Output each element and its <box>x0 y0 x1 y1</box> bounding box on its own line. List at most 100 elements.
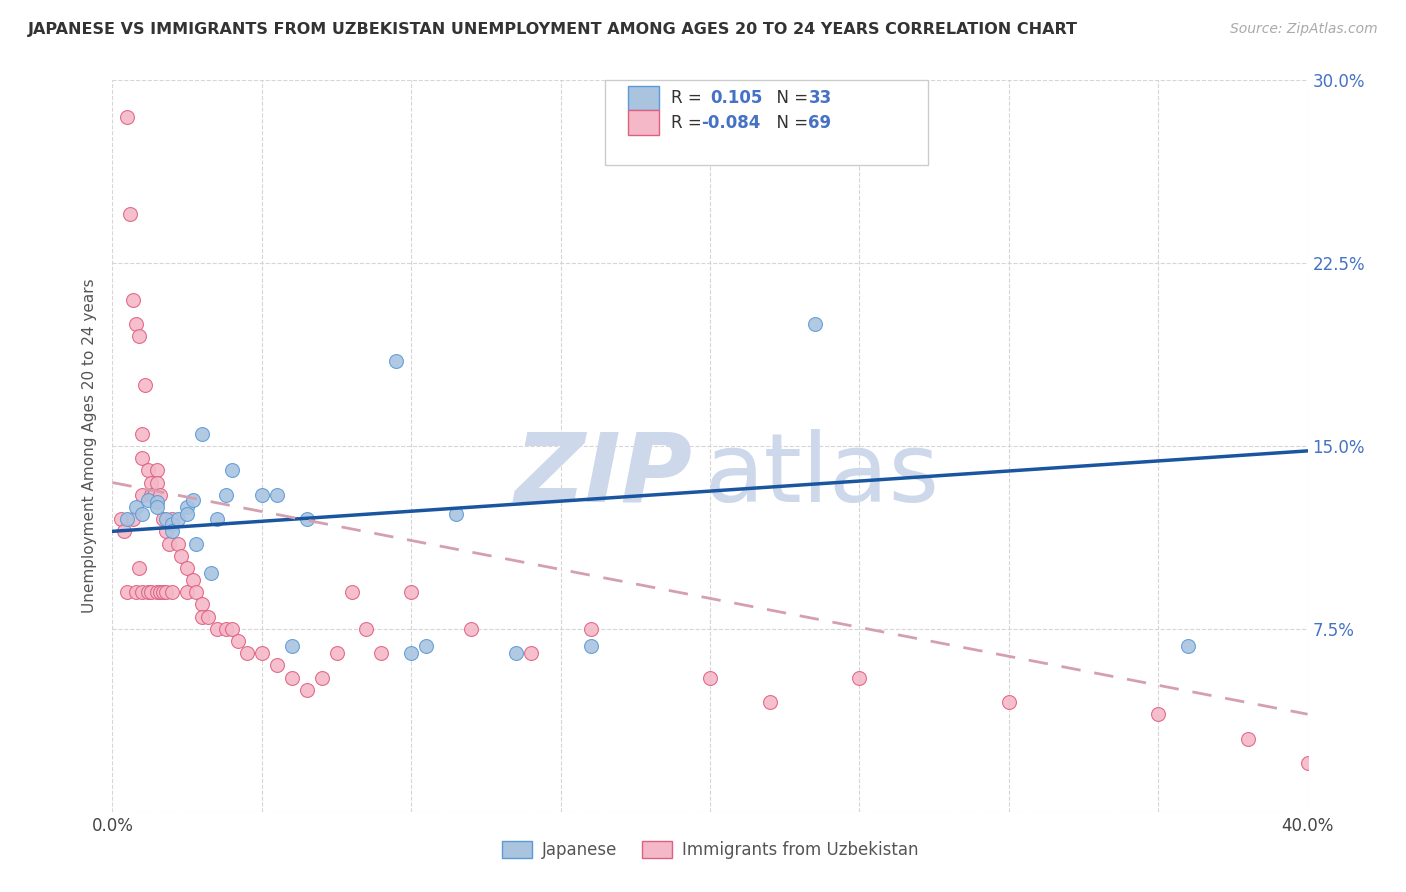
Point <box>125 317 148 331</box>
Point <box>191 609 214 624</box>
Y-axis label: Unemployment Among Ages 20 to 24 years: Unemployment Among Ages 20 to 24 years <box>82 278 97 614</box>
Point <box>226 634 249 648</box>
Point <box>134 378 156 392</box>
Point <box>114 524 135 539</box>
Text: 0.105: 0.105 <box>710 89 762 107</box>
Point <box>186 585 208 599</box>
Point <box>122 293 145 307</box>
Point <box>295 682 318 697</box>
Point <box>117 585 139 599</box>
Point <box>117 110 139 124</box>
Point <box>155 524 177 539</box>
Point <box>385 353 408 368</box>
Point <box>149 585 172 599</box>
Point <box>176 561 198 575</box>
Point <box>215 622 238 636</box>
Text: atlas: atlas <box>704 429 939 522</box>
Point <box>340 585 363 599</box>
Point <box>200 566 222 580</box>
Point <box>295 512 318 526</box>
Point <box>444 508 467 522</box>
Point <box>152 512 174 526</box>
Point <box>152 585 174 599</box>
Point <box>236 646 259 660</box>
Point <box>138 585 160 599</box>
Point <box>155 585 177 599</box>
Point <box>401 646 423 660</box>
Point <box>197 609 219 624</box>
Point <box>579 639 602 653</box>
Text: R =: R = <box>671 113 707 132</box>
Text: N =: N = <box>766 89 814 107</box>
Point <box>176 500 198 514</box>
Point <box>221 622 243 636</box>
Point <box>266 658 288 673</box>
Point <box>131 585 153 599</box>
Point <box>141 488 163 502</box>
Point <box>125 500 148 514</box>
Point <box>998 695 1021 709</box>
Text: N =: N = <box>766 113 814 132</box>
Point <box>162 512 183 526</box>
Point <box>155 512 177 526</box>
Point <box>131 508 153 522</box>
Text: -0.084: -0.084 <box>702 113 761 132</box>
Text: ZIP: ZIP <box>515 429 692 522</box>
Legend: Japanese, Immigrants from Uzbekistan: Japanese, Immigrants from Uzbekistan <box>495 834 925 865</box>
Point <box>146 585 169 599</box>
Point <box>170 549 193 563</box>
Point <box>176 508 198 522</box>
Point <box>167 536 190 550</box>
Point <box>181 492 204 507</box>
Point <box>505 646 527 660</box>
Point <box>120 207 142 221</box>
Point <box>143 488 166 502</box>
Point <box>167 512 190 526</box>
Point <box>157 536 180 550</box>
Point <box>110 512 132 526</box>
Point <box>149 488 172 502</box>
Point <box>803 317 825 331</box>
Point <box>325 646 347 660</box>
Point <box>1237 731 1260 746</box>
Point <box>191 598 214 612</box>
Point <box>186 536 208 550</box>
Point <box>370 646 392 660</box>
Point <box>131 451 153 466</box>
Text: 69: 69 <box>808 113 831 132</box>
Point <box>141 585 163 599</box>
Point <box>205 512 228 526</box>
Point <box>181 573 204 587</box>
Point <box>250 488 273 502</box>
Point <box>146 475 169 490</box>
Point <box>1147 707 1170 722</box>
Point <box>191 426 214 441</box>
Point <box>131 488 153 502</box>
Point <box>122 512 145 526</box>
Point <box>759 695 782 709</box>
Text: 33: 33 <box>808 89 832 107</box>
Text: JAPANESE VS IMMIGRANTS FROM UZBEKISTAN UNEMPLOYMENT AMONG AGES 20 TO 24 YEARS CO: JAPANESE VS IMMIGRANTS FROM UZBEKISTAN U… <box>28 22 1078 37</box>
Point <box>128 329 150 343</box>
Point <box>460 622 482 636</box>
Point <box>250 646 273 660</box>
Point <box>117 512 139 526</box>
Point <box>579 622 602 636</box>
Point <box>128 561 150 575</box>
Text: Source: ZipAtlas.com: Source: ZipAtlas.com <box>1230 22 1378 37</box>
Text: R =: R = <box>671 89 707 107</box>
Point <box>176 585 198 599</box>
Point <box>281 671 304 685</box>
Point <box>146 500 169 514</box>
Point <box>848 671 870 685</box>
Point <box>215 488 238 502</box>
Point <box>520 646 543 660</box>
Point <box>138 463 160 477</box>
Point <box>162 585 183 599</box>
Point <box>699 671 721 685</box>
Point <box>141 475 163 490</box>
Point <box>1296 756 1319 770</box>
Point <box>415 639 437 653</box>
Point <box>311 671 333 685</box>
Point <box>1177 639 1199 653</box>
